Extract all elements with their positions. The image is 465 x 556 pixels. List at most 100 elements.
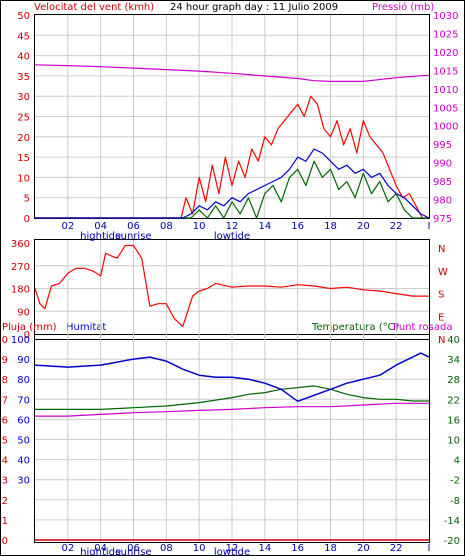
climate-x-tick: 20 [357,543,370,554]
direction-y-tick: 180 [11,285,30,296]
wind-x-marker: lowtide [214,231,250,242]
humidity-y-tick: 100 [11,335,30,346]
direction-compass-tick: N [438,244,445,255]
wind-x-tick: 16 [291,221,304,232]
temperature-y-tick: 28 [447,375,460,386]
wind-x-tick: 12 [226,221,239,232]
dewpoint-series-line [35,402,429,417]
rain-y-tick: 0 [2,536,8,547]
wind-y-tick: 0 [24,214,30,225]
rain-y-tick: 6 [2,415,8,426]
climate-x-marker: hightide [80,547,121,556]
climate-x-tick: 18 [324,543,337,554]
wind-y-tick: 15 [17,153,30,164]
wind-speed-series-line [35,95,429,219]
rain-y-tick: 7 [2,395,8,406]
grid-layer [35,15,429,542]
wind-x-tick: 10 [193,221,206,232]
pressure-y-tick: 985 [433,177,452,188]
dewpoint-label: Punt rosada [393,322,452,333]
humidity-y-tick: 60 [17,415,30,426]
wind-y-tick: 20 [17,133,30,144]
wind-y-tick: 5 [24,194,30,205]
pressure-y-tick: 980 [433,196,452,207]
rain-label: Pluja (mm) [2,322,57,333]
wind-y-tick: 50 [17,11,30,22]
temperature-y-tick: -8 [450,496,460,507]
climate-x-marker: lowtide [214,547,250,556]
wind-x-tick: 18 [324,221,337,232]
wind-x-tick: 22 [390,221,403,232]
temperature-y-tick: -20 [444,536,460,547]
direction-compass-tick: N [438,335,445,346]
direction-y-tick: 360 [11,239,30,250]
temperature-label: Temperatura (°C) [311,322,399,333]
pressure-y-tick: 1030 [433,11,458,22]
wind-speed-label: Velocitat del vent (kmh) [34,2,154,13]
climate-x-tick: 16 [291,543,304,554]
pressure-label: Pressió (mb) [372,1,434,13]
climate-x-marker: sunrise [115,547,151,556]
climate-x-tick: 06 [127,543,140,554]
climate-x-tick: 22 [390,543,403,554]
wind-x-marker: hightide [80,231,121,242]
temperature-y-tick: 4 [454,456,460,467]
climate-x-tick: 08 [160,543,173,554]
series-layer [34,64,430,541]
direction-y-tick: 90 [17,307,30,318]
pressure-series-line [34,64,430,83]
pressure-y-tick: 975 [433,214,452,225]
rain-y-tick: 10 [0,335,8,346]
pressure-y-tick: 990 [433,159,452,170]
climate-x-tick: 14 [258,543,271,554]
wind-x-tick: 20 [357,221,370,232]
humidity-y-tick: 30 [17,476,30,487]
temperature-y-tick: -2 [450,476,460,487]
pressure-y-tick: 995 [433,140,452,151]
wind-y-tick: 30 [17,92,30,103]
pressure-y-tick: 1005 [433,103,458,114]
wind-avg-series-line [35,148,430,219]
temperature-y-tick: 22 [447,395,460,406]
direction-y-tick: 0 [24,330,30,341]
wind-x-tick: 08 [160,221,173,232]
pressure-y-tick: 1025 [433,29,458,40]
wind-y-tick: 10 [17,173,30,184]
direction-y-tick: 270 [11,262,30,273]
humidity-y-tick: 40 [17,456,30,467]
pressure-y-tick: 1020 [433,48,458,59]
wind-y-tick: 45 [17,31,30,42]
pressure-y-tick: 1000 [433,122,458,133]
direction-compass-tick: W [438,267,448,278]
climate-x-tick: 04 [94,543,107,554]
rain-y-tick: 2 [2,496,8,507]
rain-y-tick: 3 [2,476,8,487]
climate-x-tick: 02 [61,543,74,554]
humidity-y-tick: 70 [17,395,30,406]
temperature-y-tick: -14 [444,516,460,527]
wind-x-marker: sunrise [115,231,151,242]
wind-panel-frame [34,14,430,219]
rain-y-tick: 8 [2,375,8,386]
rain-y-tick: 4 [2,456,8,467]
temperature-y-tick: 10 [447,436,460,447]
wind-y-tick: 35 [17,72,30,83]
wind-x-tick: 14 [258,221,271,232]
rain-y-tick: 9 [2,355,8,366]
humidity-y-tick: 80 [17,375,30,386]
humidity-series-line [34,352,430,403]
wind-x-tick: I [428,221,431,232]
pressure-y-tick: 1010 [433,85,458,96]
tick-labels-layer: 0510152025303540455097598098599099510001… [0,11,460,556]
gust-series-line [35,160,429,219]
wind-direction-series-line [34,244,429,327]
humidity-label: Humitat [66,322,106,333]
climate-x-tick: I [428,543,431,554]
wind-x-tick: 06 [127,221,140,232]
temperature-y-tick: 34 [447,355,460,366]
rain-y-tick: 5 [2,436,8,447]
chart-title: 24 hour graph day : 11 Julio 2009 [170,2,338,13]
pressure-y-tick: 1015 [433,66,458,77]
